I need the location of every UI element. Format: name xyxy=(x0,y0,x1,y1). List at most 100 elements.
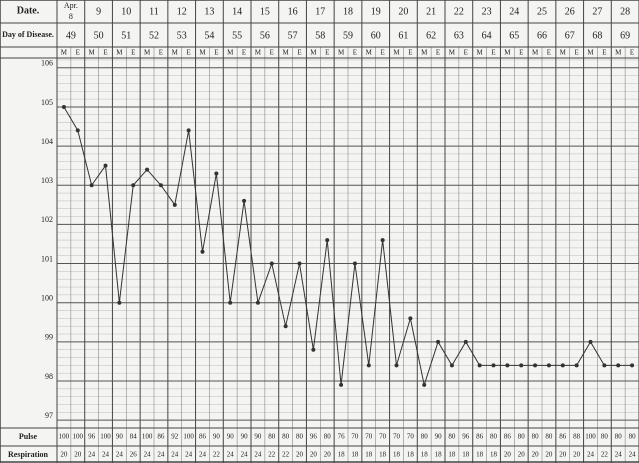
day-of-disease: 56 xyxy=(260,30,270,41)
day-of-disease: 64 xyxy=(482,30,492,41)
temperature-point xyxy=(283,324,288,329)
day-of-disease: 65 xyxy=(509,30,519,41)
half-day-label: E xyxy=(325,49,329,57)
temperature-point xyxy=(408,316,413,321)
temperature-point xyxy=(616,363,621,368)
respiration-value: 24 xyxy=(241,451,249,459)
y-tick-label: 97 xyxy=(45,411,53,420)
date-label: 18 xyxy=(343,6,353,17)
respiration-value: 20 xyxy=(74,451,82,459)
half-day-label: M xyxy=(172,49,179,57)
respiration-value: 18 xyxy=(435,451,443,459)
half-day-label: M xyxy=(255,49,262,57)
temperature-point xyxy=(228,300,233,305)
respiration-value: 18 xyxy=(393,451,401,459)
pulse-value: 96 xyxy=(462,433,470,441)
temperature-point xyxy=(339,382,344,387)
pulse-value: 96 xyxy=(310,433,318,441)
y-tick-label: 102 xyxy=(41,215,53,224)
half-day-label: E xyxy=(547,49,551,57)
half-day-label: E xyxy=(76,49,80,57)
half-day-label: M xyxy=(421,49,428,57)
date-label: 25 xyxy=(537,6,547,17)
date-label: 13 xyxy=(204,6,214,17)
date-label: 24 xyxy=(509,6,519,17)
pulse-value: 70 xyxy=(393,433,401,441)
half-day-label: M xyxy=(449,49,456,57)
respiration-value: 24 xyxy=(88,451,96,459)
pulse-value: 90 xyxy=(213,433,221,441)
day-of-disease: 62 xyxy=(426,30,436,41)
respiration-label: Respiration xyxy=(8,450,49,459)
date-label: 9 xyxy=(96,6,101,17)
half-day-label: E xyxy=(491,49,495,57)
pulse-value: 80 xyxy=(545,433,553,441)
temperature-point xyxy=(103,163,108,168)
respiration-value: 24 xyxy=(227,451,235,459)
day-of-disease: 69 xyxy=(620,30,630,41)
half-day-label: M xyxy=(504,49,511,57)
temperature-point xyxy=(630,363,635,368)
half-day-label: M xyxy=(615,49,622,57)
temperature-point xyxy=(117,300,122,305)
respiration-value: 20 xyxy=(324,451,332,459)
half-day-label: M xyxy=(477,49,484,57)
day-of-disease: 51 xyxy=(121,30,131,41)
half-day-label: E xyxy=(519,49,523,57)
half-day-label: M xyxy=(393,49,400,57)
respiration-value: 18 xyxy=(476,451,484,459)
temperature-point xyxy=(588,339,593,344)
pulse-value: 96 xyxy=(88,433,96,441)
respiration-value: 20 xyxy=(60,451,68,459)
half-day-label: E xyxy=(242,49,246,57)
pulse-value: 100 xyxy=(73,433,84,441)
respiration-value: 22 xyxy=(282,451,290,459)
respiration-value: 26 xyxy=(130,451,138,459)
pulse-value: 70 xyxy=(351,433,359,441)
date-label: 10 xyxy=(121,6,131,17)
temperature-point xyxy=(172,202,177,207)
respiration-value: 18 xyxy=(462,451,470,459)
half-day-label: M xyxy=(366,49,373,57)
pulse-value: 70 xyxy=(379,433,387,441)
temperature-point xyxy=(61,104,66,109)
temperature-point xyxy=(505,363,510,368)
month-label: Apr. xyxy=(64,1,78,10)
respiration-value: 24 xyxy=(587,451,595,459)
respiration-value: 24 xyxy=(157,451,165,459)
respiration-value: 22 xyxy=(268,451,276,459)
temperature-point xyxy=(366,363,371,368)
half-day-label: M xyxy=(560,49,567,57)
temperature-point xyxy=(463,339,468,344)
respiration-value: 18 xyxy=(379,451,387,459)
temperature-point xyxy=(380,238,385,243)
day-of-disease: 57 xyxy=(288,30,298,41)
pulse-value: 80 xyxy=(615,433,623,441)
temperature-point xyxy=(519,363,524,368)
pulse-value: 86 xyxy=(199,433,207,441)
temperature-point xyxy=(436,339,441,344)
half-day-label: E xyxy=(575,49,579,57)
temperature-point xyxy=(131,183,136,188)
day-of-disease: 49 xyxy=(66,30,76,41)
temperature-point xyxy=(574,363,579,368)
half-day-label: E xyxy=(297,49,301,57)
pulse-label: Pulse xyxy=(19,432,38,441)
temperature-point xyxy=(560,363,565,368)
date-label: Date. xyxy=(17,5,40,16)
respiration-value: 18 xyxy=(407,451,415,459)
temperature-point xyxy=(311,347,316,352)
pulse-value: 80 xyxy=(601,433,609,441)
respiration-value: 24 xyxy=(629,451,637,459)
respiration-value: 20 xyxy=(559,451,567,459)
pulse-value: 100 xyxy=(142,433,153,441)
pulse-value: 80 xyxy=(518,433,526,441)
y-tick-label: 103 xyxy=(41,176,53,185)
respiration-value: 20 xyxy=(504,451,512,459)
day-of-disease: 55 xyxy=(232,30,242,41)
pulse-value: 100 xyxy=(100,433,111,441)
half-day-label: E xyxy=(131,49,135,57)
pulse-value: 70 xyxy=(407,433,415,441)
half-day-label: M xyxy=(144,49,151,57)
